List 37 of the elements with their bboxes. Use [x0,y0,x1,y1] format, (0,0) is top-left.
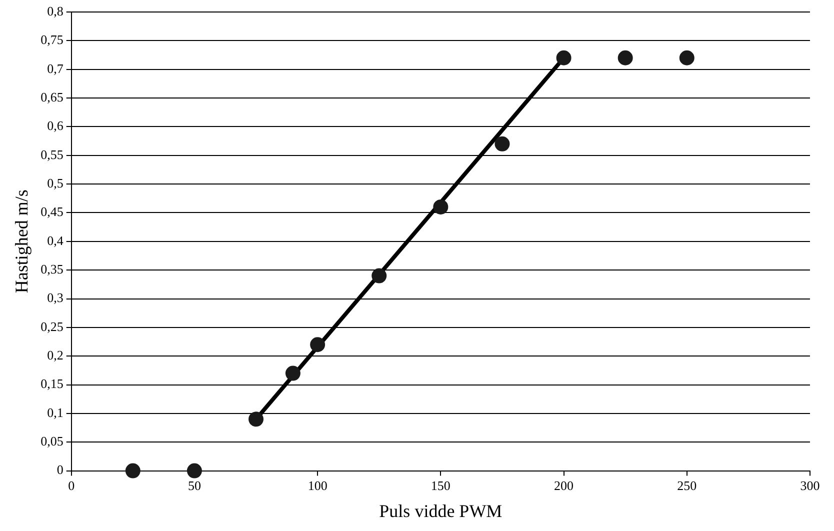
y-tick-label: 0,45 [40,204,64,220]
y-tick-label: 0,4 [47,232,64,248]
point [310,337,326,352]
y-tick-label: 0,6 [47,118,64,134]
point [285,366,300,381]
point [618,50,633,66]
point [186,463,202,478]
x-axis-title: Puls vidde PWM [379,500,502,521]
y-tick-label: 0,7 [47,60,64,76]
point [372,268,387,284]
x-tick-label: 100 [308,478,328,494]
x-tick-label: 0 [68,478,75,494]
y-tick-label: 0,1 [47,404,64,420]
y-tick-label: 0 [56,462,64,478]
y-tick-label: 0,65 [40,89,64,104]
x-tick-label: 200 [554,478,574,494]
y-tick-label: 0,25 [40,318,64,334]
y-tick-label: 0,3 [47,290,64,306]
y-axis-title: Hastighed m/s [12,190,32,294]
point [679,50,694,66]
x-tick-label: 250 [677,478,697,494]
point [494,136,510,152]
x-tick-label: 150 [430,478,450,494]
y-tick-label: 0,15 [40,376,64,392]
y-tick-label: 0,35 [40,261,64,276]
x-tick-label: 300 [800,478,820,494]
y-tick-label: 0,2 [47,348,64,363]
y-tick-label: 0,05 [40,434,64,449]
y-tick-label: 0,55 [40,146,64,162]
point [125,463,140,478]
y-tick-label: 0,75 [40,32,64,48]
x-tick-label: 50 [188,478,201,494]
point [248,412,264,427]
y-tick-label: 0,8 [47,3,64,18]
point [556,50,572,66]
y-tick-label: 0,5 [47,175,64,190]
point [433,199,448,214]
